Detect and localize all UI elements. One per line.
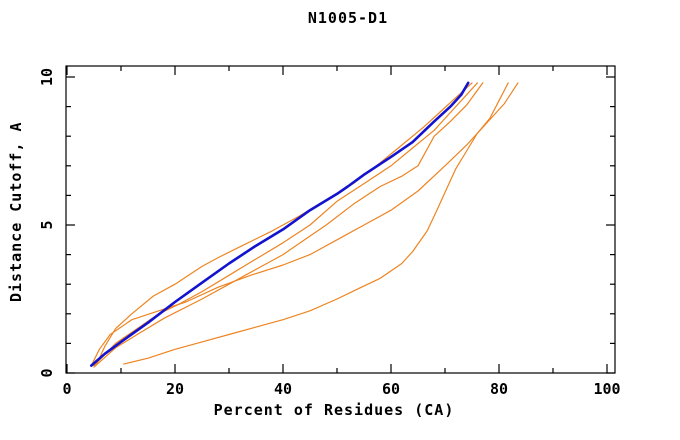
y-tick-label: 0 xyxy=(38,368,56,377)
x-tick-label: 100 xyxy=(593,380,620,398)
series-model-4 xyxy=(90,82,519,367)
plot-frame xyxy=(65,65,616,374)
x-tick-label: 0 xyxy=(62,380,71,398)
y-tick-label: 5 xyxy=(38,220,56,229)
y-tick-label: 10 xyxy=(38,68,56,86)
series-model-low xyxy=(123,82,509,365)
series-model-3 xyxy=(93,82,484,368)
x-tick-label: 80 xyxy=(490,380,508,398)
chart-title: N1005-D1 xyxy=(307,9,389,27)
series-model-2 xyxy=(93,82,478,367)
x-axis-title: Percent of Residues (CA) xyxy=(213,401,455,419)
series-model-upper xyxy=(96,82,473,365)
x-tick-label: 20 xyxy=(166,380,184,398)
x-tick-label: 40 xyxy=(274,380,292,398)
x-tick-label: 60 xyxy=(382,380,400,398)
series-model-highlight xyxy=(90,81,470,367)
